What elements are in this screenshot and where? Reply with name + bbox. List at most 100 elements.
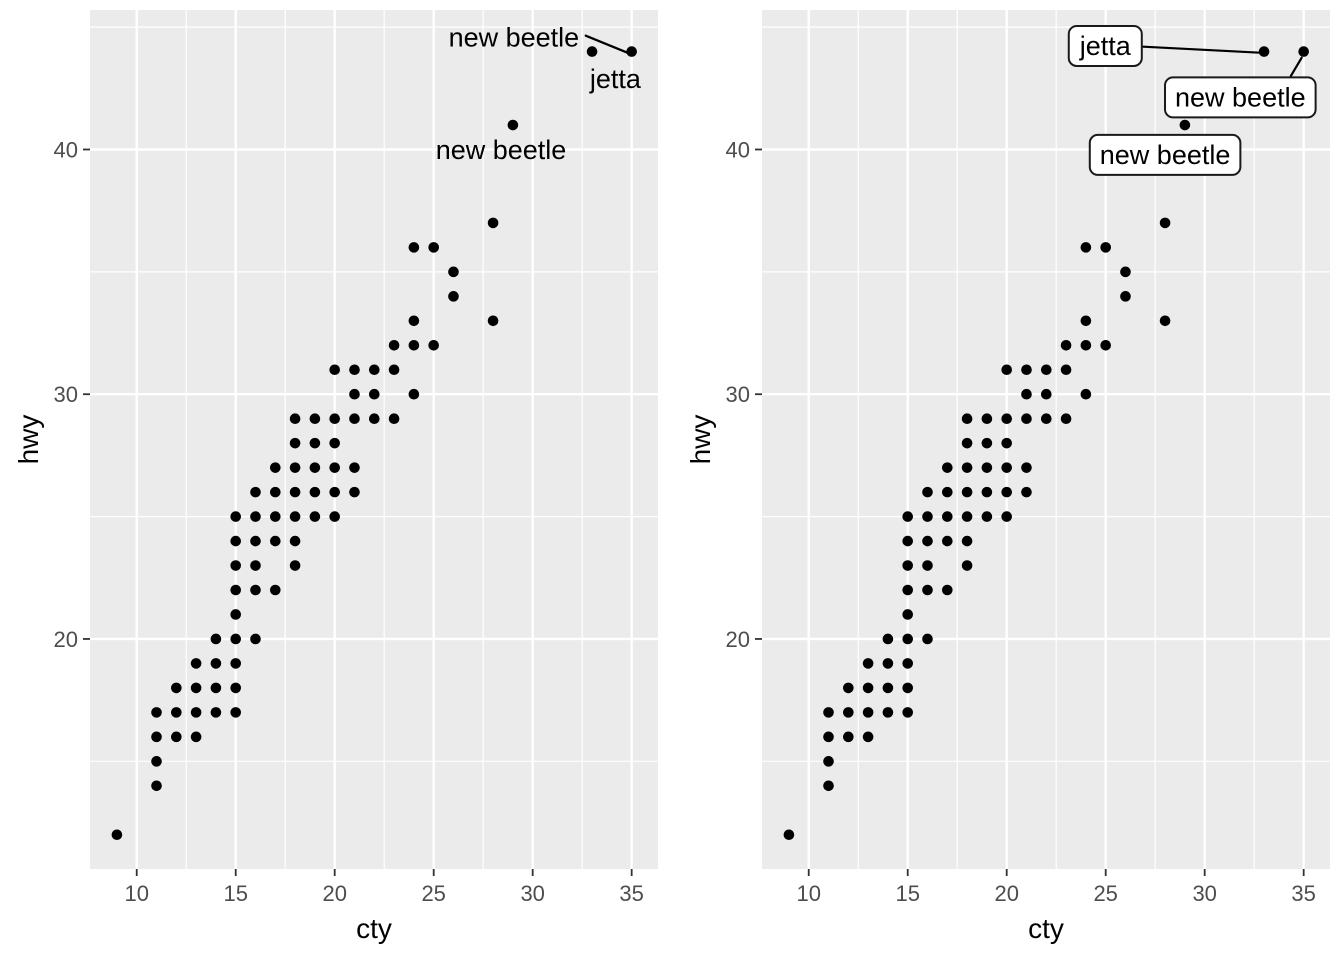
panel-background: [90, 10, 658, 869]
data-point: [270, 511, 281, 522]
data-point: [961, 437, 973, 449]
data-point: [922, 584, 933, 596]
data-point: [487, 315, 499, 327]
data-point: [1120, 291, 1131, 302]
data-point: [210, 633, 222, 645]
leader-line: [1142, 45, 1264, 54]
data-point: [151, 780, 162, 792]
data-point: [1001, 437, 1013, 449]
y-tick-label: 30: [726, 382, 750, 407]
data-point: [230, 535, 242, 547]
y-tick-label: 20: [726, 627, 750, 652]
data-point: [388, 339, 400, 351]
data-point: [586, 46, 598, 57]
data-point: [942, 584, 953, 596]
annotation-label: new beetle: [1100, 140, 1231, 170]
data-point: [329, 486, 341, 498]
data-point: [151, 756, 162, 767]
data-point: [329, 511, 341, 522]
leader-line: [1289, 56, 1303, 78]
data-point: [1159, 217, 1171, 229]
data-point: [1021, 462, 1032, 473]
data-point: [902, 609, 914, 620]
data-point: [250, 584, 261, 596]
data-point: [961, 413, 973, 424]
data-point: [843, 682, 854, 694]
data-point: [1258, 46, 1270, 57]
data-point: [961, 486, 973, 498]
data-point: [902, 682, 914, 694]
data-point: [349, 413, 360, 424]
data-point: [823, 707, 834, 718]
data-point: [922, 633, 933, 645]
data-point: [349, 462, 360, 473]
data-point: [368, 388, 380, 400]
right-scatter-plot: 10 15 20 25 30 35 20 30 40 cty hwy jetta new beetle n…: [672, 0, 1344, 960]
y-axis-title: hwy: [685, 415, 716, 465]
data-point: [309, 413, 321, 424]
data-point: [843, 707, 854, 718]
data-point: [882, 658, 894, 669]
data-point: [289, 437, 301, 449]
data-point: [1001, 486, 1013, 498]
data-point: [862, 731, 874, 743]
data-point: [981, 511, 993, 522]
data-point: [902, 658, 914, 669]
data-point: [1001, 364, 1013, 376]
data-point: [783, 829, 795, 841]
annotation-label: jetta: [1079, 31, 1132, 61]
data-point: [882, 682, 894, 694]
data-point: [1060, 413, 1072, 424]
data-point: [902, 633, 914, 645]
data-point: [823, 756, 834, 767]
data-point: [408, 242, 420, 253]
data-point: [250, 633, 261, 645]
data-point: [981, 437, 993, 449]
data-point: [270, 462, 281, 473]
data-point: [902, 707, 914, 718]
data-point: [922, 560, 933, 571]
annotation-label-box: [1164, 76, 1317, 119]
data-point: [230, 707, 242, 718]
data-point: [349, 486, 360, 498]
data-point: [902, 584, 914, 596]
data-point: [230, 682, 242, 694]
data-point: [270, 535, 281, 547]
x-axis-title: cty: [356, 913, 392, 944]
data-point: [329, 437, 341, 449]
data-point: [388, 364, 400, 376]
data-point: [448, 266, 459, 278]
data-point: [190, 658, 202, 669]
data-point: [942, 486, 953, 498]
data-point: [329, 413, 341, 424]
data-point: [1001, 413, 1013, 424]
data-point: [1021, 486, 1032, 498]
x-tick-label: 15: [223, 881, 247, 906]
data-point: [408, 315, 420, 327]
data-point: [428, 242, 439, 253]
x-axis-title: cty: [1028, 913, 1064, 944]
data-point: [190, 682, 202, 694]
x-tick-label: 20: [322, 881, 346, 906]
data-point: [289, 535, 301, 547]
data-point: [250, 560, 261, 571]
data-point: [151, 731, 162, 743]
data-point: [329, 364, 341, 376]
data-point: [230, 609, 242, 620]
y-tick-label: 30: [54, 382, 78, 407]
data-point: [862, 707, 874, 718]
data-point: [1179, 119, 1191, 131]
data-point: [942, 462, 953, 473]
data-point: [922, 486, 933, 498]
data-point: [981, 413, 993, 424]
x-tick-label: 10: [124, 881, 148, 906]
x-tick-label: 25: [421, 881, 445, 906]
data-point: [1040, 388, 1052, 400]
data-point: [961, 560, 973, 571]
data-point: [190, 731, 202, 743]
data-point: [902, 560, 914, 571]
annotation-label-box: [1088, 133, 1242, 176]
leader-line: [584, 34, 629, 54]
data-point: [210, 707, 222, 718]
